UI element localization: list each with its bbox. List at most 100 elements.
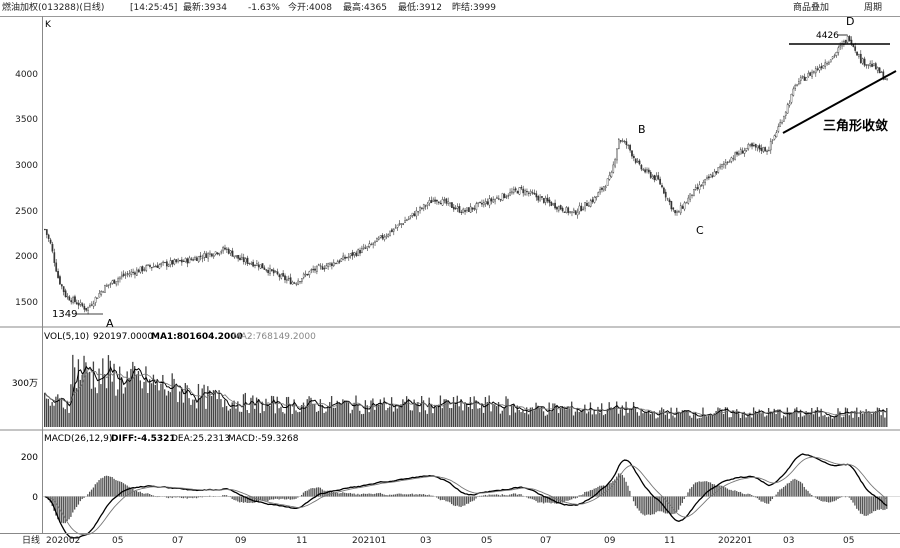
macd-value-label: MACD:-59.3268 [228, 434, 299, 444]
macd-bar [368, 493, 369, 496]
candle-body [708, 177, 709, 178]
candle-body [697, 187, 698, 188]
macd-bar [177, 497, 178, 498]
macd-bar [222, 495, 223, 496]
candle-body [659, 179, 660, 184]
volume-bar [864, 413, 865, 427]
candle-body [553, 203, 554, 204]
vol-value: 920197.0000 [93, 332, 153, 342]
volume-bar [243, 394, 244, 427]
volume-bar [181, 387, 182, 427]
volume-bar [669, 419, 670, 427]
volume-bar [245, 393, 246, 427]
candle-body [616, 149, 617, 160]
candle-body [284, 276, 285, 280]
macd-bar [640, 497, 641, 514]
candle-body [461, 212, 462, 213]
candle-body [539, 197, 540, 201]
xtick-07b: 07 [540, 534, 551, 548]
volume-bar [233, 401, 234, 427]
volume-bar [511, 406, 512, 427]
candle-body [89, 306, 90, 307]
ytick-3000: 3000 [15, 161, 38, 171]
volume-bar [128, 378, 129, 427]
volume-bar [202, 388, 203, 427]
candle-body [112, 281, 113, 284]
macd-bar [777, 492, 778, 497]
macd-bar [74, 497, 75, 510]
candle-body [723, 164, 724, 165]
volume-bar [125, 387, 126, 427]
volume-bar [365, 400, 366, 427]
candle-body [779, 123, 780, 127]
xtick-202201: 202201 [718, 534, 752, 548]
macd-bar [428, 495, 429, 497]
volume-bar [398, 406, 399, 427]
macd-bar [185, 497, 186, 498]
candle-body [673, 208, 674, 209]
xtick-05b: 05 [481, 534, 492, 548]
candle-body [297, 281, 298, 284]
candle-body [361, 248, 362, 252]
candle-body [320, 266, 321, 267]
volume-bars [44, 355, 887, 427]
volume-bar [104, 374, 105, 427]
macd-bar [438, 497, 439, 499]
macd-bar [417, 495, 418, 497]
candle-body [108, 285, 109, 286]
candle-body [249, 263, 250, 264]
candle-body [581, 206, 582, 211]
volume-bar [712, 414, 713, 427]
candle-body [496, 198, 497, 199]
candle-body [778, 127, 779, 132]
candle-body [281, 274, 282, 278]
macd-bar [241, 497, 242, 502]
volume-bar [46, 399, 47, 427]
volume-bar [370, 400, 371, 427]
macd-bar [869, 497, 870, 514]
ytick-4000: 4000 [15, 70, 38, 80]
candle-body [648, 170, 649, 172]
volume-bar [52, 402, 53, 427]
volume-bar [50, 406, 51, 427]
volume-bar [772, 412, 773, 427]
macd-bar [224, 495, 225, 496]
candle-body [748, 144, 749, 149]
volume-bar [145, 366, 146, 427]
candle-body [222, 247, 223, 251]
candle-body [453, 207, 454, 209]
volume-bar [648, 411, 649, 427]
macd-bar [187, 497, 188, 499]
volume-bar [61, 398, 62, 427]
volume-bar [830, 416, 831, 427]
candle-body [530, 191, 531, 193]
candle-body [877, 67, 878, 70]
macd-bar [644, 497, 645, 516]
volume-bar [290, 404, 291, 427]
macd-bar [196, 497, 197, 499]
candle-body [410, 216, 411, 217]
volume-bar [412, 411, 413, 427]
macd-bar [136, 491, 137, 497]
macd-bar [273, 497, 274, 500]
candle-body [719, 166, 720, 168]
candle-body [609, 175, 610, 179]
candle-body [635, 159, 636, 163]
volume-bar [455, 404, 456, 427]
macd-bar [659, 497, 660, 512]
candle-body [157, 266, 158, 268]
macd-bar [430, 496, 431, 497]
volume-bar [368, 412, 369, 427]
candle-body [69, 297, 70, 300]
candle-body [352, 252, 353, 255]
volume-bar [333, 408, 334, 427]
macd-bar [560, 497, 561, 503]
macd-bar [198, 497, 199, 498]
volume-bar [292, 414, 293, 427]
candle-body [667, 198, 668, 199]
candle-body [221, 251, 222, 252]
candle-body [86, 308, 87, 310]
candle-body [688, 198, 689, 203]
volume-bar [115, 396, 116, 427]
